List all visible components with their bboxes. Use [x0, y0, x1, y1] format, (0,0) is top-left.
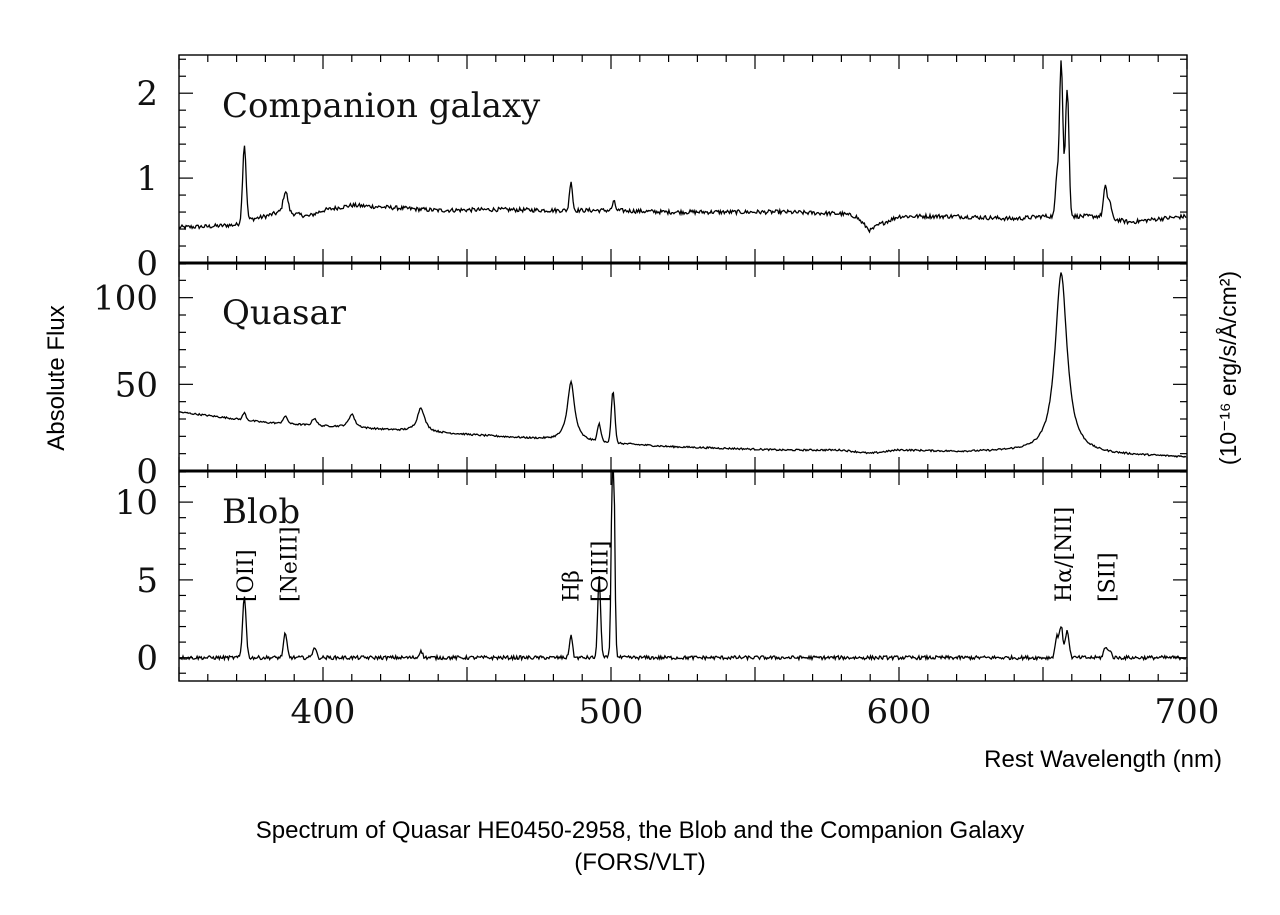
y-tick-label: 2 [136, 74, 158, 114]
spectrum-line-2 [178, 471, 1187, 662]
y-axis-units-label: (10⁻¹⁶ erg/s/Å/cm²) [1214, 271, 1241, 465]
spectra [178, 60, 1187, 662]
y-axis-label: Absolute Flux [43, 305, 70, 450]
plot-frame [178, 54, 1188, 682]
emission-line-label: Hα/[NII] [1052, 507, 1077, 602]
emission-line-labels: [OII] [NeIII] Hβ [OIII] Hα/[NII] [SII] [234, 507, 1120, 602]
panel-title-companion-galaxy: Companion galaxy [222, 86, 541, 126]
panel-title-quasar: Quasar [222, 293, 347, 333]
caption-line-2: (FORS/VLT) [574, 849, 706, 876]
emission-line-label: Hβ [560, 570, 585, 602]
x-axis-label: Rest Wavelength (nm) [984, 746, 1222, 773]
y-tick-label: 5 [136, 561, 158, 601]
x-tick-label: 700 [1155, 692, 1220, 732]
caption-line-1: Spectrum of Quasar HE0450-2958, the Blob… [256, 817, 1024, 844]
emission-line-label: [SII] [1095, 552, 1120, 602]
y-tick-label: 100 [93, 279, 158, 319]
x-tick-label: 500 [579, 692, 644, 732]
x-tick-label: 600 [867, 692, 932, 732]
y-tick-label: 50 [115, 365, 158, 405]
y-tick-label: 10 [115, 483, 158, 523]
spectrum-line-0 [178, 60, 1187, 234]
spectrum-line-1 [178, 272, 1187, 458]
panel-title-blob: Blob [222, 492, 300, 532]
y-tick-label: 0 [136, 639, 158, 679]
emission-line-label: [OII] [234, 549, 259, 602]
y-tick-label: 0 [136, 244, 158, 284]
emission-line-label: [OIII] [588, 541, 613, 602]
emission-line-label: [NeIII] [277, 526, 302, 602]
y-tick-label: 1 [136, 159, 158, 199]
axis-ticks [178, 55, 1188, 681]
y-tick-label: 0 [136, 452, 158, 492]
x-tick-label: 400 [291, 692, 356, 732]
